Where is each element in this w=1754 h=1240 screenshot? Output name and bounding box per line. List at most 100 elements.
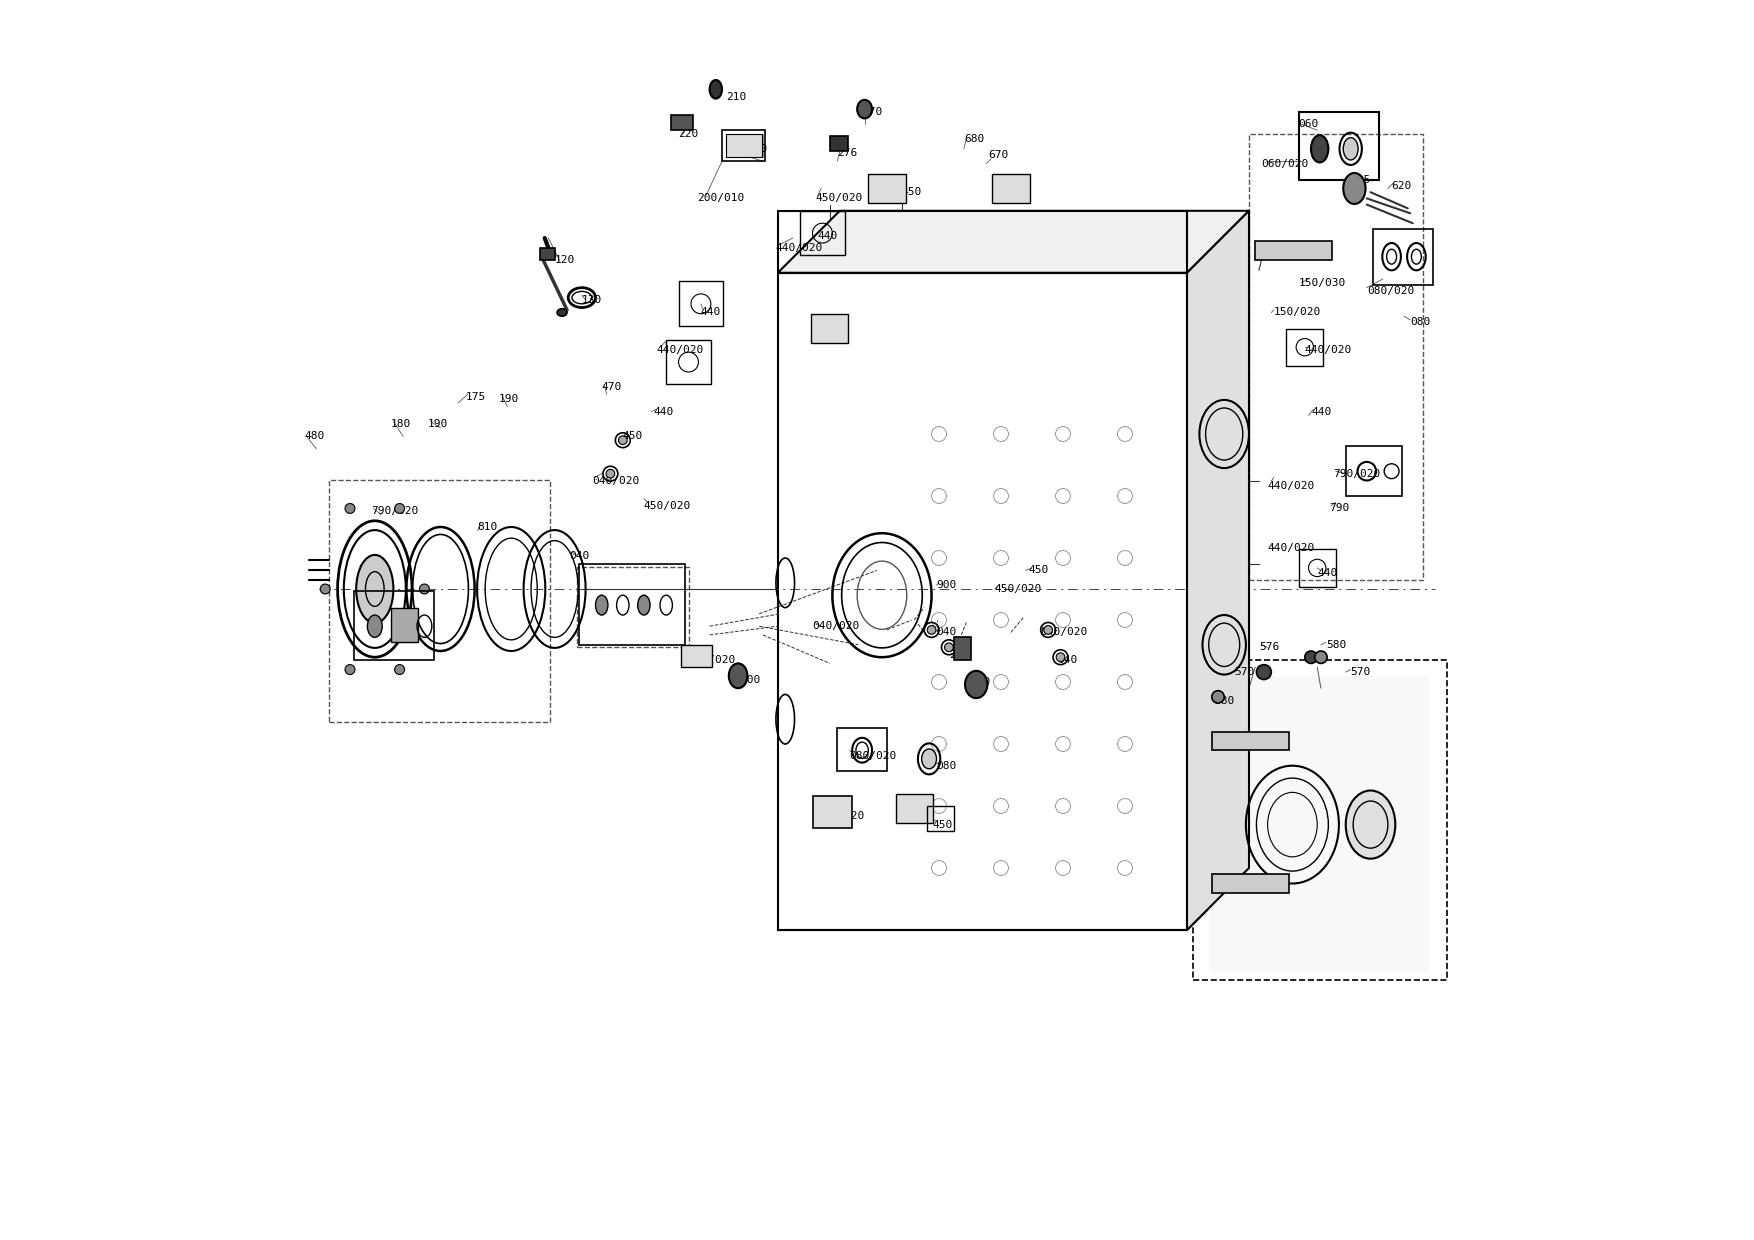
Ellipse shape: [1256, 665, 1272, 680]
Bar: [540, 248, 554, 260]
Ellipse shape: [1056, 652, 1065, 662]
Text: 060: 060: [1298, 119, 1319, 129]
Text: 276: 276: [949, 650, 970, 660]
Text: 040: 040: [937, 627, 956, 637]
Bar: [1212, 874, 1289, 893]
Ellipse shape: [858, 99, 872, 118]
Ellipse shape: [730, 663, 747, 688]
Text: 576: 576: [1259, 642, 1279, 652]
Ellipse shape: [1305, 651, 1317, 663]
Ellipse shape: [346, 503, 354, 513]
Bar: [1256, 241, 1331, 260]
Text: 580: 580: [1326, 640, 1345, 650]
Text: 440: 440: [654, 407, 674, 417]
Bar: [1249, 134, 1422, 580]
Text: 470: 470: [602, 382, 623, 392]
Bar: [1373, 229, 1433, 285]
Bar: [800, 211, 845, 255]
Bar: [812, 796, 852, 828]
Bar: [954, 637, 972, 660]
Bar: [577, 567, 689, 647]
Text: 190: 190: [428, 419, 449, 429]
Text: 040/020: 040/020: [812, 621, 859, 631]
Text: 080/020: 080/020: [1366, 286, 1414, 296]
Bar: [896, 794, 933, 823]
Text: 080: 080: [1410, 317, 1431, 327]
Bar: [391, 608, 417, 642]
Ellipse shape: [638, 595, 651, 615]
Bar: [868, 174, 905, 203]
Ellipse shape: [965, 671, 988, 698]
Text: 060/020: 060/020: [1261, 159, 1308, 169]
Text: 440/020: 440/020: [775, 243, 823, 253]
Bar: [830, 136, 849, 151]
Text: 450/020: 450/020: [995, 584, 1042, 594]
Ellipse shape: [710, 79, 723, 98]
Text: 150: 150: [1261, 241, 1282, 250]
Text: 040: 040: [1058, 655, 1077, 665]
Bar: [679, 281, 723, 326]
Text: 810: 810: [477, 522, 498, 532]
Ellipse shape: [356, 556, 393, 622]
Text: 450: 450: [933, 820, 952, 830]
Text: 150/020: 150/020: [1273, 308, 1321, 317]
Text: 440: 440: [702, 308, 721, 317]
Polygon shape: [1209, 676, 1430, 973]
Polygon shape: [1187, 211, 1249, 930]
Text: 680: 680: [963, 134, 984, 144]
Text: 130: 130: [582, 295, 602, 305]
Text: 900: 900: [937, 580, 956, 590]
Bar: [837, 728, 888, 771]
Text: 450: 450: [623, 432, 644, 441]
Text: 555: 555: [1351, 175, 1372, 185]
Ellipse shape: [596, 595, 609, 615]
Bar: [812, 314, 849, 343]
Text: 276: 276: [837, 148, 858, 157]
Text: 790: 790: [358, 565, 379, 575]
Text: 440/020: 440/020: [656, 345, 703, 355]
Bar: [926, 806, 954, 831]
Text: 270: 270: [863, 107, 882, 117]
Ellipse shape: [1345, 791, 1396, 859]
Bar: [1212, 732, 1289, 750]
Ellipse shape: [558, 309, 567, 316]
Text: 200/010: 200/010: [696, 193, 744, 203]
Ellipse shape: [928, 625, 937, 635]
Ellipse shape: [346, 665, 354, 675]
Ellipse shape: [1044, 625, 1052, 635]
Bar: [1286, 329, 1324, 366]
Bar: [667, 340, 710, 384]
Text: 220: 220: [679, 129, 698, 139]
Polygon shape: [777, 211, 1249, 273]
Text: 040: 040: [570, 551, 589, 560]
Text: 450/020: 450/020: [644, 501, 691, 511]
Bar: [330, 480, 549, 722]
Ellipse shape: [1310, 135, 1328, 162]
Text: 120: 120: [554, 255, 575, 265]
Text: 570: 570: [1351, 667, 1372, 677]
Ellipse shape: [1344, 174, 1366, 203]
Text: 480: 480: [303, 432, 324, 441]
Ellipse shape: [945, 642, 952, 652]
Text: 190: 190: [498, 394, 519, 404]
Bar: [354, 591, 435, 660]
Bar: [1193, 660, 1447, 980]
Bar: [1298, 549, 1337, 587]
Ellipse shape: [1316, 651, 1328, 663]
Ellipse shape: [321, 584, 330, 594]
Text: 440/020: 440/020: [1305, 345, 1352, 355]
Bar: [1298, 112, 1379, 180]
Text: 440/020: 440/020: [1268, 543, 1316, 553]
Text: 100/020: 100/020: [689, 655, 735, 665]
Text: 620: 620: [1391, 181, 1412, 191]
Bar: [681, 645, 712, 667]
Bar: [672, 115, 693, 130]
Bar: [993, 174, 1030, 203]
Bar: [579, 564, 684, 645]
Text: 150/030: 150/030: [1298, 278, 1345, 288]
Text: 670: 670: [989, 150, 1009, 160]
Text: 440: 440: [817, 231, 838, 241]
Text: 100: 100: [740, 675, 761, 684]
Text: 200: 200: [747, 144, 766, 154]
Ellipse shape: [395, 665, 405, 675]
